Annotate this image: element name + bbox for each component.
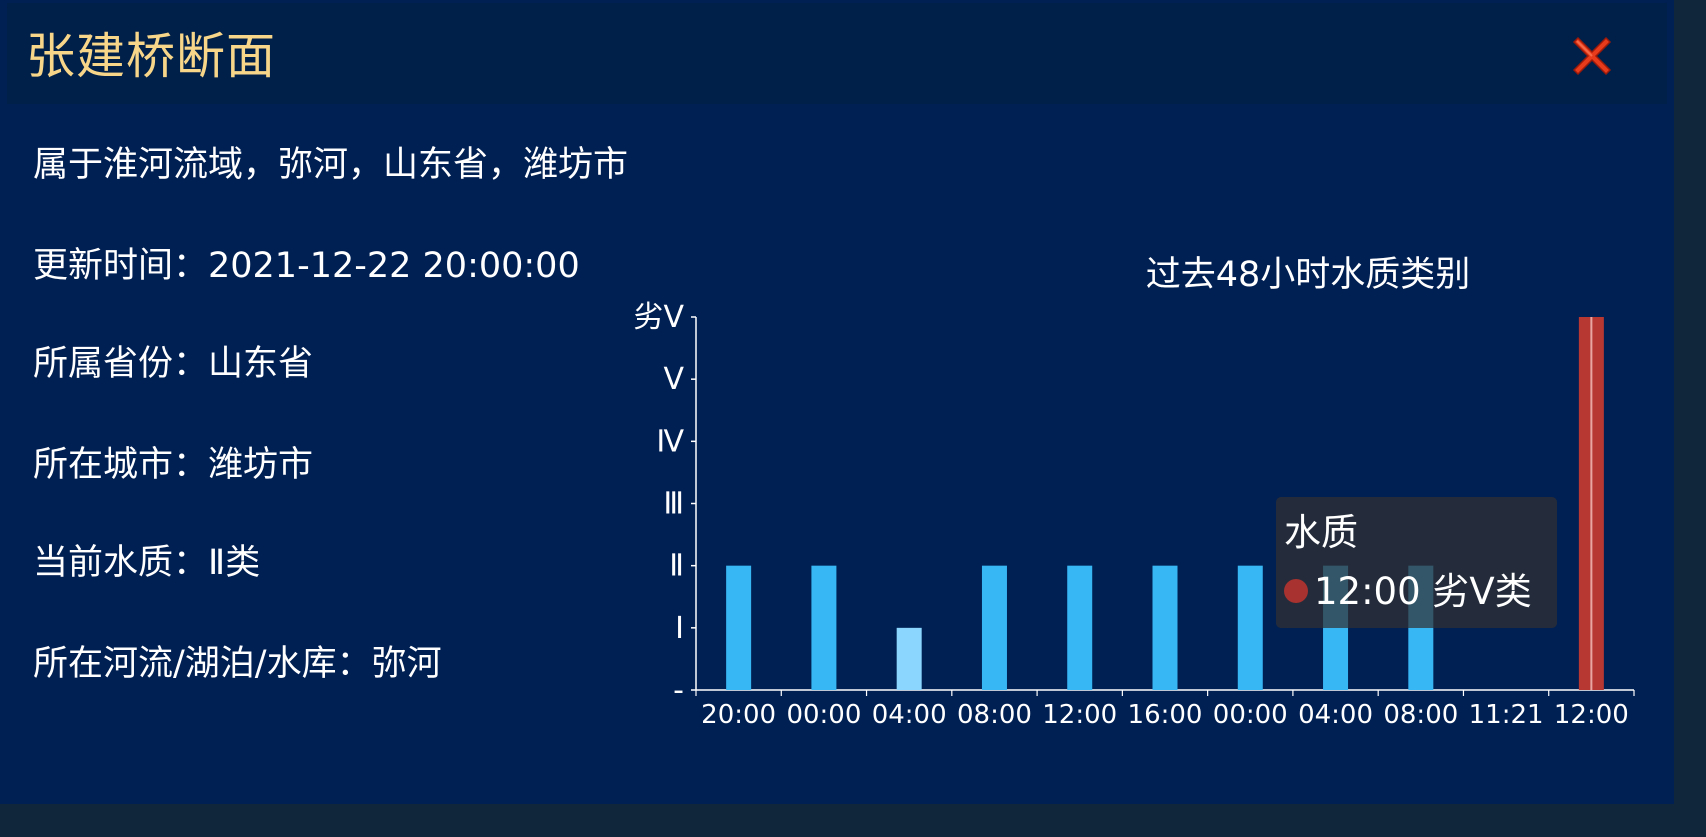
tooltip-value: 12:00 劣Ⅴ类: [1314, 570, 1532, 613]
city-line: 所在城市：潍坊市: [33, 445, 314, 485]
y-tick-label: Ⅲ: [663, 487, 684, 522]
basin-line: 属于淮河流域，弥河，山东省，潍坊市: [33, 145, 629, 185]
chart-bar: [1067, 565, 1093, 690]
current-quality-line: 当前水质：Ⅱ类: [33, 543, 261, 583]
x-tick-label: 04:00: [872, 700, 947, 730]
chart-tooltip: 水质 12:00 劣Ⅴ类: [1276, 497, 1557, 628]
y-tick-label: 劣Ⅴ: [633, 300, 684, 335]
river-line: 所在河流/湖泊/水库：弥河: [33, 644, 442, 684]
close-icon[interactable]: [1564, 28, 1620, 84]
update-time: 更新时间：2021-12-22 20:00:00: [33, 246, 580, 286]
chart-bar: [1152, 565, 1178, 690]
chart-bar: [981, 565, 1007, 690]
y-tick-label: -: [673, 673, 684, 708]
x-tick-label: 08:00: [957, 700, 1032, 730]
province-line: 所属省份：山东省: [33, 344, 314, 384]
x-tick-label: 00:00: [786, 700, 861, 730]
y-tick-label: Ⅳ: [656, 424, 684, 459]
x-tick-label: 20:00: [701, 700, 776, 730]
y-tick-label: Ⅱ: [669, 549, 684, 584]
panel-header: [7, 3, 1667, 104]
chart-bar: [896, 627, 922, 690]
chart-bar: [811, 565, 837, 690]
water-quality-chart: - Ⅰ Ⅱ Ⅲ Ⅳ Ⅴ 劣Ⅴ 20:00 00:00 04:00 08:00 12:00 16:00 00…: [633, 300, 1635, 730]
y-tick-label: Ⅰ: [675, 611, 684, 646]
y-tick-label: Ⅴ: [663, 362, 684, 397]
x-tick-label: 04:00: [1298, 700, 1373, 730]
chart-bar: [1237, 565, 1263, 690]
x-tick-label: 11:21: [1469, 700, 1544, 730]
x-tick-label: 00:00: [1213, 700, 1288, 730]
x-tick-label: 12:00: [1554, 700, 1629, 730]
chart-title: 过去48小时水质类别: [1145, 255, 1471, 295]
x-tick-label: 16:00: [1128, 700, 1203, 730]
tooltip-row: 12:00 劣Ⅴ类: [1284, 570, 1532, 614]
x-tick-label: 08:00: [1383, 700, 1458, 730]
tooltip-title: 水质: [1284, 511, 1358, 554]
chart-bar: [726, 565, 752, 690]
panel-title: 张建桥断面: [26, 28, 277, 85]
tooltip-dot-icon: [1284, 578, 1308, 603]
x-tick-label: 12:00: [1042, 700, 1117, 730]
station-panel: 张建桥断面 属于淮河流域，弥河，山东省，潍坊市 更新时间：2021-12-22 …: [0, 0, 1674, 804]
